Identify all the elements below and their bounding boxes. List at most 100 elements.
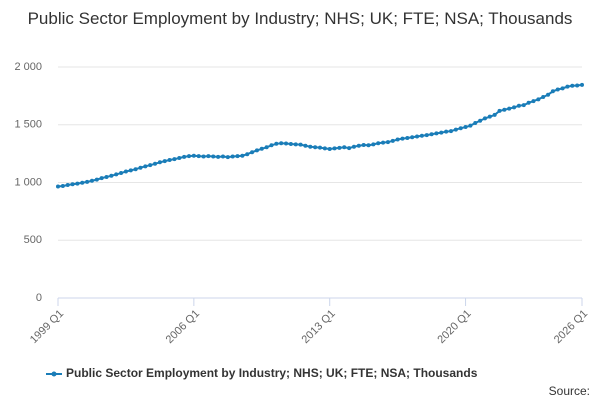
- data-point: [351, 144, 356, 149]
- data-point: [400, 136, 405, 141]
- data-point: [327, 147, 332, 152]
- data-point: [104, 174, 109, 179]
- y-tick-label: 1 000: [14, 176, 42, 188]
- data-point: [541, 95, 546, 100]
- legend-marker: [51, 371, 57, 377]
- x-tick-label: 2013 Q1: [300, 308, 338, 346]
- x-tick-label: 2006 Q1: [164, 308, 202, 346]
- data-point: [458, 126, 463, 131]
- data-point: [284, 141, 289, 146]
- data-point: [415, 134, 420, 139]
- data-point: [293, 142, 298, 147]
- data-point: [172, 157, 177, 162]
- data-point: [254, 148, 259, 153]
- data-point: [356, 143, 361, 148]
- data-point: [492, 112, 497, 117]
- data-point: [80, 180, 85, 185]
- data-point: [473, 121, 478, 126]
- data-point: [298, 142, 303, 147]
- data-point: [70, 182, 75, 187]
- data-point: [332, 146, 337, 151]
- data-point: [536, 97, 541, 102]
- data-point: [60, 183, 65, 188]
- series-line: [57, 83, 583, 188]
- data-point: [89, 178, 94, 183]
- data-point: [138, 165, 143, 170]
- data-point: [502, 107, 507, 112]
- y-tick-label: 2 000: [14, 61, 42, 73]
- data-point: [516, 103, 521, 108]
- data-point: [114, 172, 119, 177]
- data-point: [487, 114, 492, 119]
- data-point: [575, 83, 580, 88]
- data-point: [191, 153, 196, 158]
- data-point: [410, 135, 415, 140]
- x-tick-label: 2026 Q1: [552, 308, 590, 346]
- data-point: [439, 130, 444, 135]
- data-point: [337, 145, 342, 150]
- data-point: [269, 143, 274, 148]
- data-point: [385, 140, 390, 145]
- data-point: [313, 145, 318, 150]
- data-point: [478, 118, 483, 123]
- data-point: [453, 127, 458, 132]
- data-point: [322, 146, 327, 151]
- data-point: [347, 146, 352, 151]
- data-point: [390, 138, 395, 143]
- data-point: [250, 150, 255, 155]
- data-point: [555, 87, 560, 92]
- data-point: [361, 142, 366, 147]
- data-point: [381, 140, 386, 145]
- data-point: [560, 86, 565, 91]
- data-point: [187, 154, 191, 159]
- data-point: [119, 171, 124, 176]
- data-point: [546, 92, 551, 97]
- data-point: [157, 160, 162, 165]
- data-point: [507, 106, 512, 111]
- y-tick-label: 1 500: [14, 119, 42, 131]
- data-point: [526, 100, 531, 105]
- data-point: [449, 129, 453, 134]
- data-point: [75, 181, 80, 186]
- data-point: [303, 143, 308, 148]
- data-point: [56, 184, 60, 189]
- data-point: [99, 176, 104, 181]
- y-tick-label: 500: [24, 234, 42, 246]
- chart-title: Public Sector Employment by Industry; NH…: [27, 9, 573, 28]
- source: Source:: [549, 384, 590, 398]
- data-point: [279, 141, 284, 146]
- data-point: [259, 146, 264, 151]
- data-point: [206, 154, 211, 159]
- data-point: [235, 154, 240, 159]
- data-point: [376, 141, 381, 146]
- data-point: [318, 145, 322, 150]
- data-point: [550, 89, 555, 94]
- data-point: [308, 144, 313, 149]
- data-point: [580, 82, 584, 87]
- data-point: [342, 145, 347, 150]
- data-point: [264, 145, 269, 150]
- data-point: [128, 168, 133, 173]
- data-point: [531, 99, 536, 104]
- data-point: [109, 173, 114, 178]
- data-point: [65, 183, 70, 188]
- data-point: [230, 154, 235, 159]
- x-tick-label: 2020 Q1: [435, 308, 473, 346]
- data-point: [245, 152, 250, 157]
- data-point: [497, 108, 502, 113]
- data-point: [167, 157, 172, 162]
- data-point: [429, 132, 434, 137]
- data-point: [434, 131, 439, 136]
- data-point: [371, 142, 376, 147]
- data-point: [94, 177, 99, 182]
- data-point: [211, 154, 216, 159]
- data-point: [143, 164, 148, 169]
- data-point: [274, 141, 279, 146]
- data-point: [444, 129, 449, 134]
- data-point: [148, 163, 153, 168]
- data-point: [419, 133, 424, 138]
- legend-label: Public Sector Employment by Industry; NH…: [66, 366, 478, 380]
- data-point: [196, 154, 201, 159]
